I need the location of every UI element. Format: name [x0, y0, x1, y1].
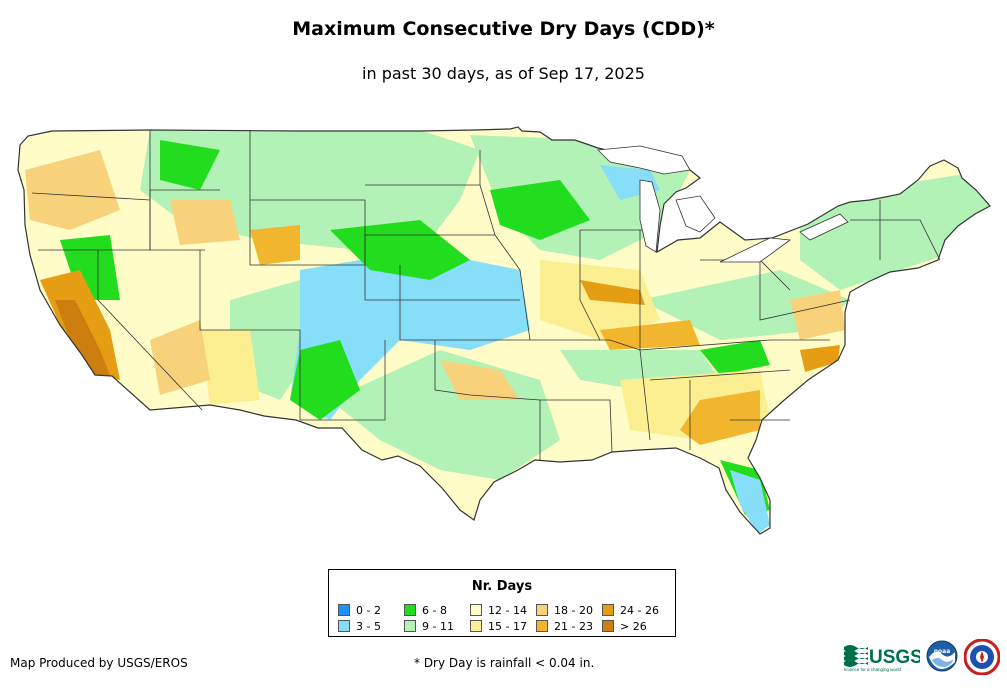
legend-swatch — [602, 620, 614, 632]
map-subtitle: in past 30 days, as of Sep 17, 2025 — [362, 64, 645, 83]
legend-title: Nr. Days — [471, 579, 533, 594]
legend-item: 3 - 5 — [338, 618, 404, 634]
legend-swatch — [536, 620, 548, 632]
nws-seal-icon — [964, 639, 1000, 675]
map-title: Maximum Consecutive Dry Days (CDD)* — [292, 18, 715, 40]
legend-item: 9 - 11 — [404, 618, 470, 634]
noaa-wordmark: noaa — [934, 648, 951, 655]
legend-item: 15 - 17 — [470, 618, 536, 634]
legend-swatch — [404, 620, 416, 632]
dry-day-footnote: * Dry Day is rainfall < 0.04 in. — [414, 656, 595, 670]
legend-item: 18 - 20 — [536, 602, 602, 618]
legend-label: > 26 — [620, 619, 647, 633]
legend-item: 12 - 14 — [470, 602, 536, 618]
legend-label: 21 - 23 — [554, 619, 593, 633]
cdd-shading — [18, 127, 990, 534]
legend-label: 0 - 2 — [356, 603, 381, 617]
usgs-tagline: science for a changing world — [844, 667, 902, 672]
usgs-logo: USGS science for a changing world — [844, 645, 920, 672]
legend-label: 9 - 11 — [422, 619, 454, 633]
legend-item: 21 - 23 — [536, 618, 602, 634]
map-credit: Map Produced by USGS/EROS — [10, 656, 188, 670]
legend-item: 0 - 2 — [338, 602, 404, 618]
legend-label: 18 - 20 — [554, 603, 593, 617]
legend: Nr. Days 0 - 2 3 - 5 6 - 8 9 - 11 12 - 1… — [328, 569, 676, 637]
legend-item: > 26 — [602, 618, 668, 634]
legend-label: 6 - 8 — [422, 603, 447, 617]
usgs-wordmark: USGS — [869, 647, 920, 668]
legend-label: 24 - 26 — [620, 603, 659, 617]
legend-item: 6 - 8 — [404, 602, 470, 618]
legend-swatch — [338, 620, 350, 632]
legend-label: 12 - 14 — [488, 603, 527, 617]
legend-swatch — [404, 604, 416, 616]
legend-item: 24 - 26 — [602, 602, 668, 618]
legend-label: 3 - 5 — [356, 619, 381, 633]
legend-swatch — [470, 620, 482, 632]
legend-swatch — [602, 604, 614, 616]
legend-swatch — [536, 604, 548, 616]
noaa-logo: noaa — [926, 640, 958, 672]
legend-swatch — [338, 604, 350, 616]
state-boundaries — [17, 126, 991, 535]
legend-label: 15 - 17 — [488, 619, 527, 633]
legend-grid: 0 - 2 3 - 5 6 - 8 9 - 11 12 - 14 15 - 17… — [338, 602, 674, 634]
great-lakes — [597, 145, 849, 263]
legend-swatch — [470, 604, 482, 616]
